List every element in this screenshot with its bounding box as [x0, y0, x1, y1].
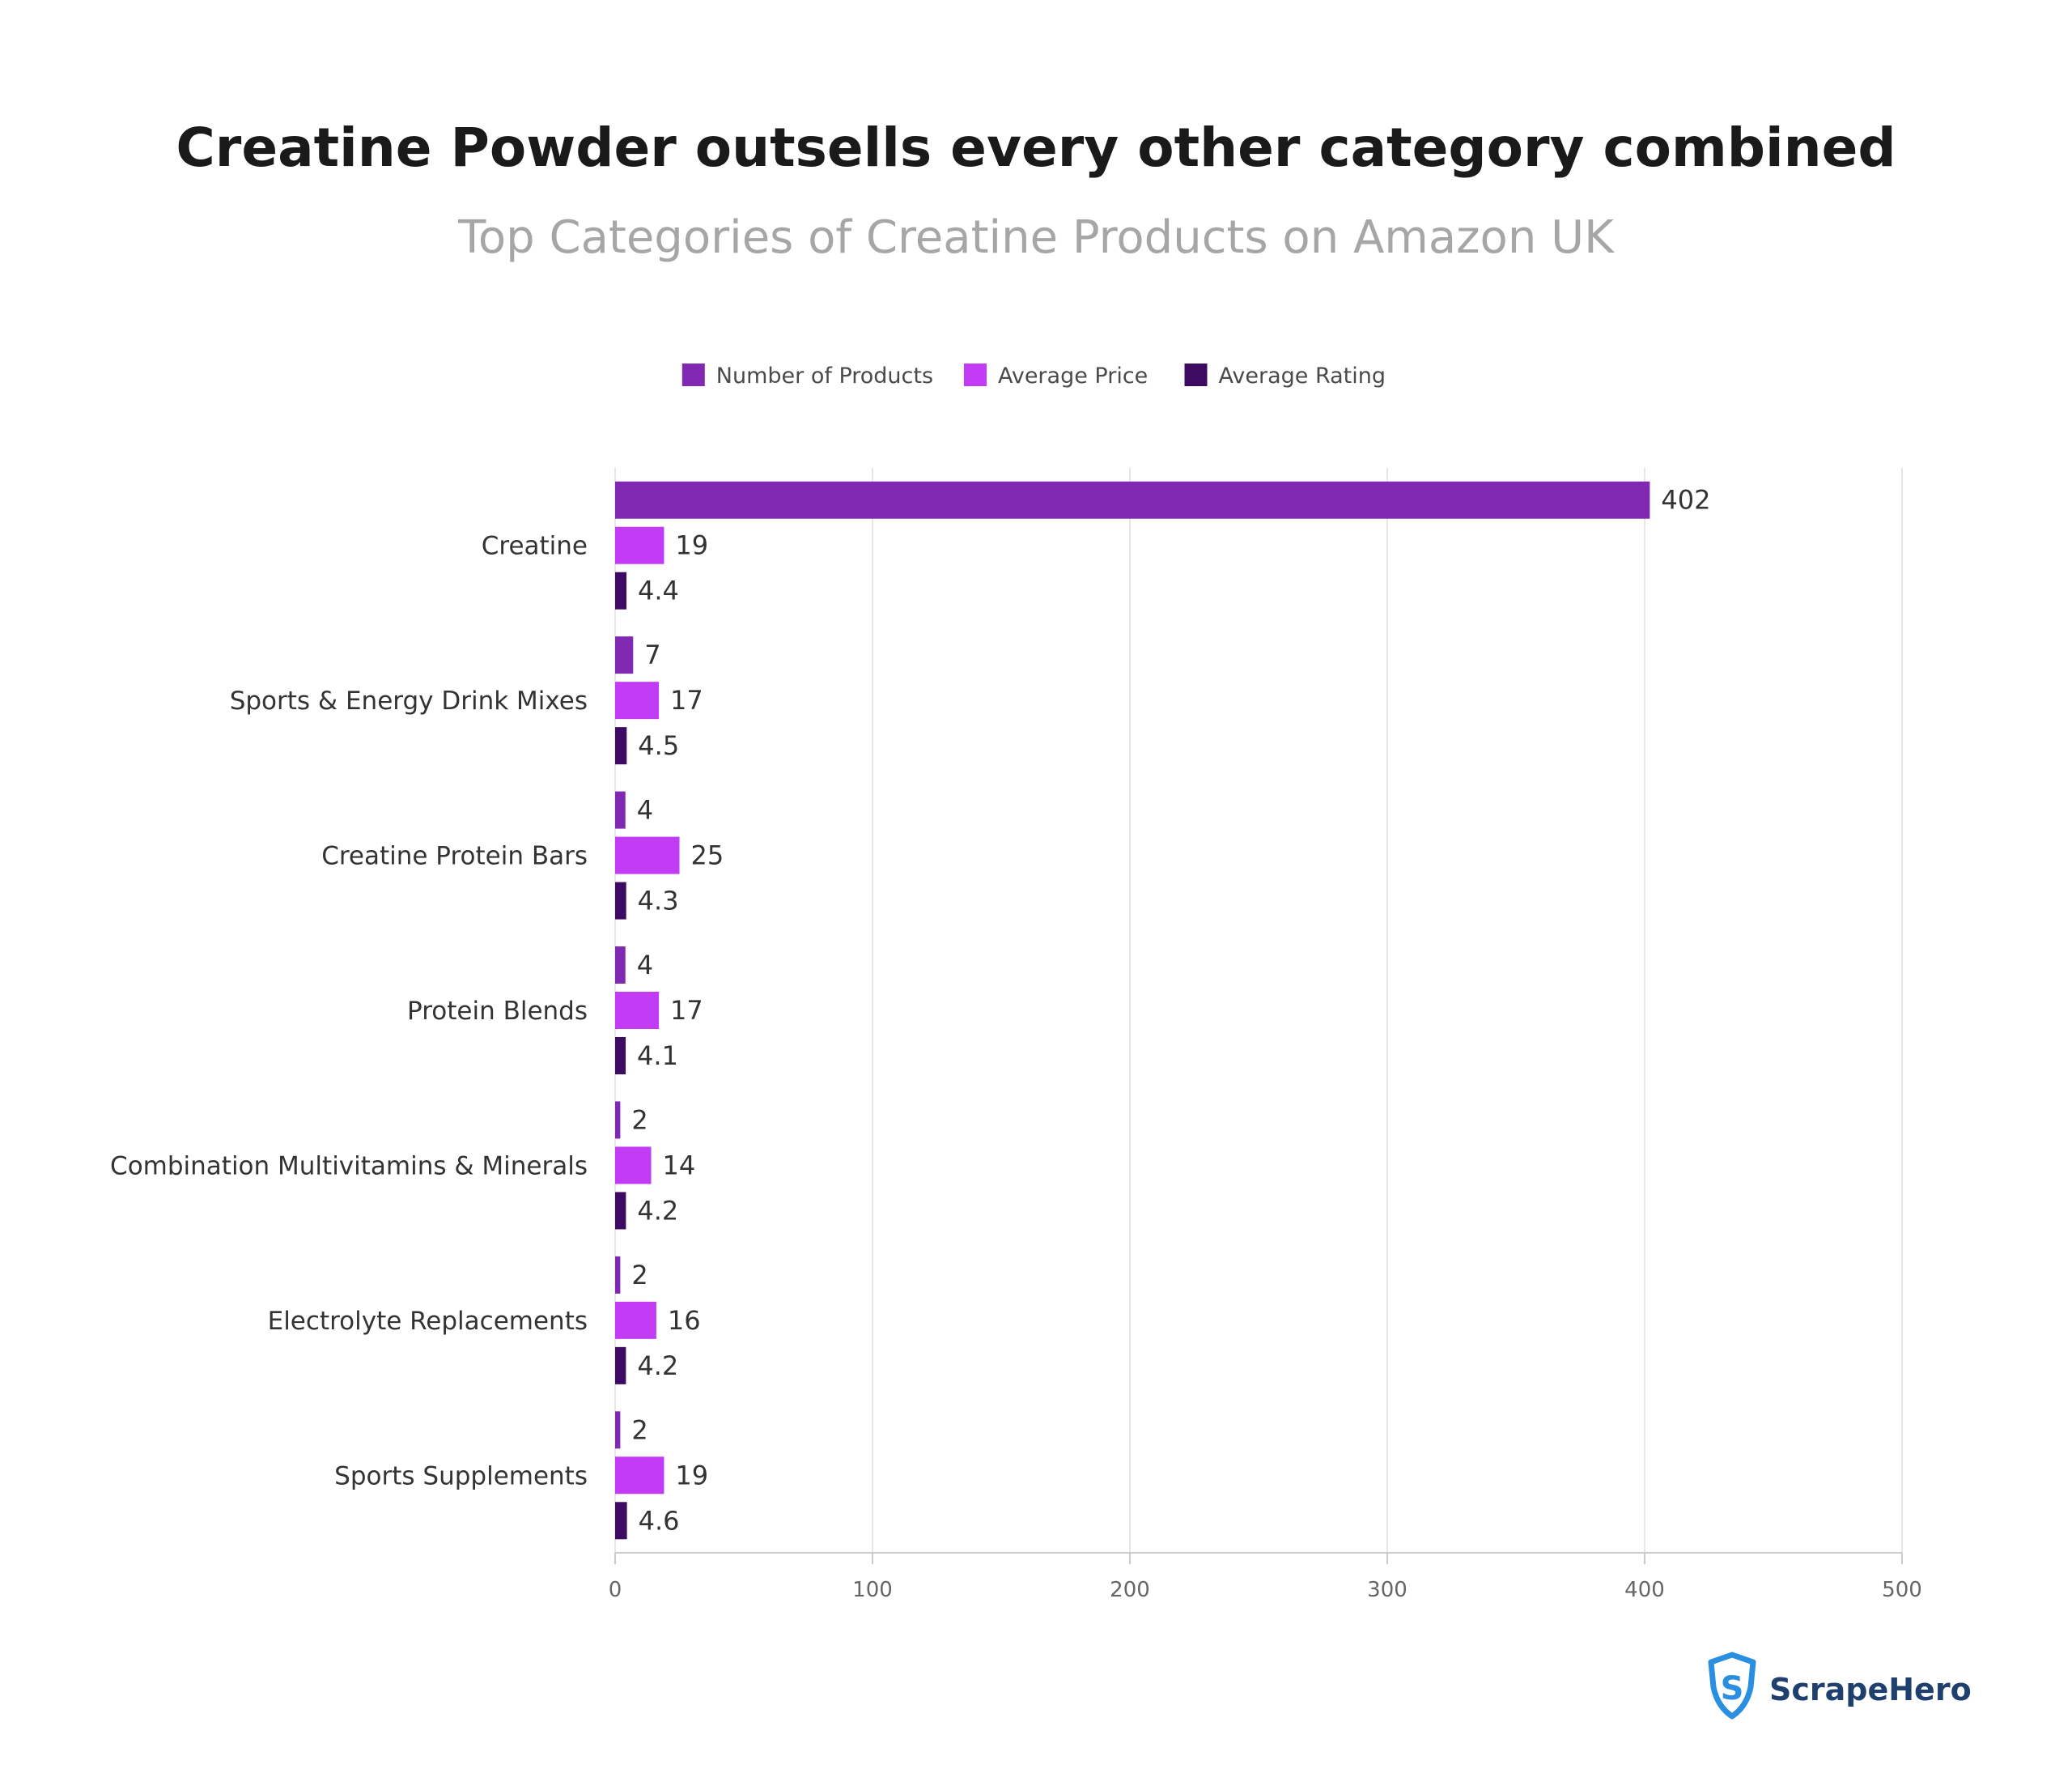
bar-number-of-products: [615, 1411, 621, 1449]
category-label: Protein Blends: [407, 997, 588, 1026]
bar-number-of-products: [615, 1256, 621, 1294]
bar-average-price: [615, 682, 660, 720]
bar-average-price: [615, 1301, 656, 1339]
data-label-number-of-products: 4: [637, 795, 653, 826]
x-tick-label-400: 400: [1624, 1578, 1665, 1602]
data-label-number-of-products: 2: [631, 1260, 648, 1290]
category-group-electrolyte-replacements: Electrolyte Replacements 2 16 4.2: [268, 1256, 701, 1384]
chart-subtitle: Top Categories of Creatine Products on A…: [457, 211, 1615, 264]
bar-number-of-products: [615, 636, 634, 674]
bar-number-of-products: [615, 481, 1650, 519]
x-tick-label-100: 100: [852, 1578, 893, 1602]
scrapehero-shield-icon: [1708, 1652, 1756, 1720]
scrapehero-shield-glyph: S: [1721, 1670, 1744, 1707]
category-group-combination-multivitamins-and-minerals: Combination Multivitamins & Minerals 2 14 4…: [110, 1101, 696, 1230]
legend-item-average-rating: Average Rating: [1184, 364, 1386, 389]
bar-number-of-products: [615, 946, 626, 984]
data-label-number-of-products: 402: [1661, 485, 1710, 516]
category-label: Sports Supplements: [334, 1461, 588, 1490]
category-group-sports-and-energy-drink-mixes: Sports & Energy Drink Mixes 7 17 4.5: [230, 636, 703, 765]
bar-average-price: [615, 526, 664, 564]
category-label: Combination Multivitamins & Minerals: [110, 1151, 588, 1180]
chart-title: Creatine Powder outsells every other cat…: [176, 117, 1896, 179]
category-group-creatine: Creatine 402 19 4.4: [482, 481, 1710, 610]
data-label-average-price: 19: [675, 530, 708, 561]
legend-swatch: [963, 364, 987, 386]
data-label-average-price: 17: [670, 685, 703, 716]
data-label-number-of-products: 4: [637, 950, 653, 980]
data-label-average-rating: 4.3: [638, 886, 679, 916]
bar-average-rating: [615, 727, 627, 765]
data-label-average-price: 19: [675, 1460, 708, 1490]
data-label-average-rating: 4.6: [639, 1505, 680, 1536]
bar-number-of-products: [615, 791, 626, 829]
data-label-average-price: 16: [668, 1305, 701, 1336]
bar-average-price: [615, 992, 660, 1029]
brand-logo: S ScrapeHero: [1708, 1652, 1972, 1720]
x-tick-label-200: 200: [1110, 1578, 1150, 1602]
data-label-average-price: 25: [691, 840, 724, 871]
x-tick-label-300: 300: [1367, 1578, 1408, 1602]
legend-label: Average Rating: [1219, 364, 1386, 389]
category-group-creatine-protein-bars: Creatine Protein Bars 4 25 4.3: [321, 791, 724, 920]
data-label-number-of-products: 2: [631, 1414, 648, 1445]
brand-name: ScrapeHero: [1769, 1672, 1972, 1707]
bar-average-rating: [615, 1502, 627, 1540]
x-tick-label-500: 500: [1882, 1578, 1922, 1602]
data-label-average-rating: 4.4: [638, 576, 679, 606]
data-label-number-of-products: 2: [631, 1104, 648, 1135]
x-tick-label-0: 0: [609, 1578, 622, 1602]
data-label-average-price: 14: [663, 1150, 696, 1180]
x-axis: 0 100 200 300 400 500: [609, 1552, 1922, 1602]
legend-swatch: [681, 364, 705, 386]
bar-number-of-products: [615, 1101, 621, 1139]
bar-average-rating: [615, 882, 626, 920]
legend-swatch: [1184, 364, 1208, 386]
data-label-average-rating: 4.2: [637, 1350, 678, 1381]
bar-average-rating: [615, 1346, 626, 1384]
bar-average-price: [615, 836, 680, 874]
category-group-sports-supplements: Sports Supplements 2 19 4.6: [334, 1411, 708, 1540]
category-group-protein-blends: Protein Blends 4 17 4.1: [407, 946, 703, 1074]
legend: Number of Products Average Price Average R…: [681, 364, 1386, 389]
bar-average-price: [615, 1456, 664, 1495]
legend-label: Number of Products: [716, 364, 933, 389]
category-label: Creatine Protein Bars: [321, 842, 588, 871]
category-label: Electrolyte Replacements: [268, 1307, 588, 1336]
bar-average-rating: [615, 1037, 626, 1074]
legend-label: Average Price: [998, 364, 1148, 389]
bars: Creatine 402 19 4.4 Sports & Energy Drink Mi…: [110, 481, 1710, 1540]
data-label-number-of-products: 7: [644, 640, 660, 670]
category-label: Creatine: [482, 532, 588, 561]
data-label-average-rating: 4.1: [637, 1040, 678, 1071]
data-label-average-price: 17: [670, 995, 703, 1026]
bar-average-rating: [615, 1192, 626, 1230]
bar-average-price: [615, 1146, 652, 1184]
category-label: Sports & Energy Drink Mixes: [230, 687, 588, 716]
bar-average-rating: [615, 572, 626, 610]
grid-lines: [614, 468, 1903, 1553]
data-label-average-rating: 4.2: [637, 1195, 678, 1226]
data-label-average-rating: 4.5: [638, 730, 679, 761]
legend-item-average-price: Average Price: [963, 364, 1148, 389]
legend-item-number-of-products: Number of Products: [681, 364, 933, 389]
